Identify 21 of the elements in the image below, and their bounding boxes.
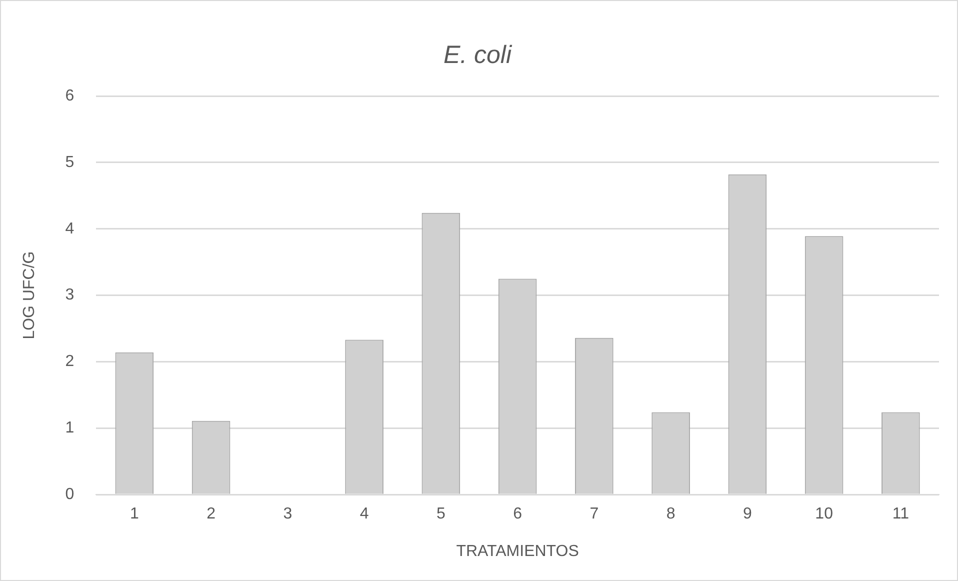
- x-tick-label: 5: [436, 506, 446, 523]
- chart-title: E. coli: [443, 40, 513, 69]
- y-tick-label: 1: [65, 420, 74, 437]
- x-tick-label: 7: [590, 506, 599, 523]
- x-tick-label: 8: [666, 506, 676, 523]
- y-axis-title: LOG UFC/G: [21, 251, 38, 340]
- x-tick-label: 6: [513, 506, 522, 523]
- y-tick-label: 3: [65, 286, 74, 304]
- x-tick-label: 1: [130, 506, 139, 523]
- x-tick-label: 10: [815, 506, 834, 523]
- x-tick-label: 2: [206, 506, 216, 523]
- y-tick-label: 2: [65, 353, 74, 370]
- y-tick-label: 5: [65, 154, 74, 171]
- y-tick-label: 0: [65, 486, 74, 504]
- x-tick-label: 3: [283, 506, 292, 523]
- y-tick-label: 6: [65, 87, 74, 104]
- x-tick-label: 4: [360, 506, 369, 523]
- x-axis-title: TRATAMIENTOS: [456, 542, 579, 560]
- x-tick-label: 11: [892, 506, 910, 523]
- y-tick-label: 4: [65, 220, 74, 238]
- x-tick-label: 9: [742, 506, 752, 523]
